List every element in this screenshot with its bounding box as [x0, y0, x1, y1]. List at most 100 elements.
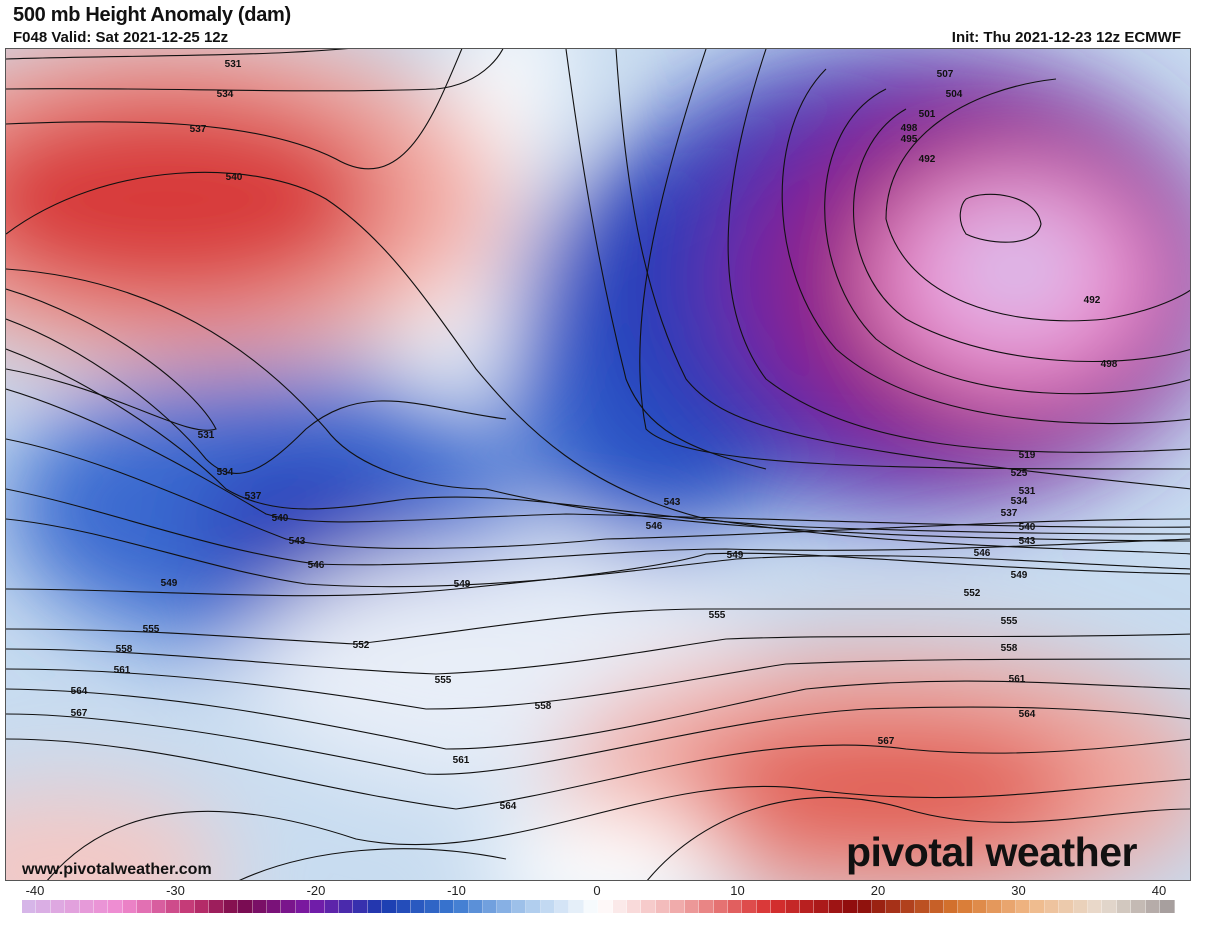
colorbar-swatch	[958, 900, 973, 913]
colorbar-swatch	[713, 900, 728, 913]
colorbar-swatch	[612, 900, 628, 913]
colorbar-swatch	[1016, 900, 1031, 913]
colorbar-swatch	[22, 900, 37, 913]
pivotal-weather-logo: pivotal weather	[846, 829, 1137, 875]
contour-label: 546	[974, 548, 991, 559]
colorbar-tick-label: -30	[166, 883, 185, 898]
colorbar-swatch	[1131, 900, 1146, 913]
contour-label: 546	[646, 521, 663, 532]
colorbar-swatch	[367, 900, 383, 913]
colorbar-swatch	[1160, 900, 1175, 913]
contour-line	[6, 438, 1190, 550]
colorbar-swatch	[338, 900, 354, 913]
contour-label: 549	[1011, 570, 1028, 581]
contour-line	[824, 88, 1190, 395]
contour-label: 555	[143, 624, 160, 635]
colorbar-swatch	[454, 900, 469, 913]
colorbar-swatch	[65, 900, 80, 913]
contour-label: 549	[727, 550, 744, 561]
colorbar-tick-label: 30	[1011, 883, 1026, 898]
colorbar-swatch	[526, 900, 541, 913]
website-url[interactable]: www.pivotalweather.com	[22, 861, 212, 878]
contour-line	[6, 348, 1190, 535]
colorbar-swatch	[814, 900, 829, 913]
contour-label: 549	[454, 579, 471, 590]
colorbar-swatch	[238, 900, 253, 913]
colorbar-swatch	[266, 900, 282, 913]
contour-label: 564	[1019, 709, 1036, 720]
contour-label: 540	[226, 172, 243, 183]
colorbar	[22, 900, 1175, 913]
contour-label: 558	[1001, 643, 1018, 654]
contour-label: 531	[1019, 486, 1036, 497]
contour-line	[6, 658, 1190, 710]
contour-line	[6, 268, 1190, 542]
colorbar-swatch	[655, 900, 671, 913]
contour-line	[959, 193, 1042, 243]
colorbar-swatch	[396, 900, 411, 913]
colorbar-swatch	[886, 900, 901, 913]
contour-label: 564	[71, 686, 88, 697]
contour-label: 495	[901, 134, 918, 145]
colorbar-swatch	[915, 900, 930, 913]
colorbar-swatch	[1059, 900, 1074, 913]
colorbar-swatch	[483, 900, 498, 913]
contour-label: 534	[217, 467, 234, 478]
contour-label: 552	[964, 588, 981, 599]
contour-line	[6, 552, 1190, 597]
colorbar-swatch	[1102, 900, 1117, 913]
map-title: 500 mb Height Anomaly (dam)	[13, 4, 291, 26]
contour-label: 534	[1011, 496, 1028, 507]
colorbar-swatch	[929, 900, 944, 913]
colorbar-swatch	[684, 900, 700, 913]
contour-label: 561	[453, 755, 470, 766]
colorbar-swatch	[843, 900, 858, 913]
contour-label: 534	[217, 89, 234, 100]
colorbar-swatch	[180, 900, 195, 913]
colorbar-swatch	[310, 900, 325, 913]
colorbar-tick-label: -10	[447, 883, 466, 898]
contour-line	[6, 488, 1190, 566]
contour-line	[781, 68, 1190, 425]
colorbar-swatch	[670, 900, 685, 913]
contour-label: 555	[435, 675, 452, 686]
colorbar-swatch	[987, 900, 1002, 913]
colorbar-swatch	[166, 900, 181, 913]
contour-line	[565, 49, 767, 470]
colorbar-tick-label: -20	[306, 883, 326, 898]
contour-label: 540	[1019, 522, 1036, 533]
contour-label: 492	[1084, 295, 1101, 306]
colorbar-swatch	[1030, 900, 1045, 913]
height-contours	[6, 49, 1190, 880]
contour-label: 549	[161, 578, 178, 589]
contour-label: 567	[878, 736, 895, 747]
contour-label: 561	[1009, 674, 1026, 685]
contour-line	[853, 108, 1190, 363]
contour-line	[6, 680, 1190, 750]
colorbar-swatch	[36, 900, 51, 913]
contour-line	[6, 706, 1190, 775]
contour-line	[615, 49, 1190, 490]
contour-label: 531	[225, 59, 242, 70]
colorbar-swatch	[699, 900, 714, 913]
colorbar-swatch	[194, 900, 210, 913]
colorbar-swatch	[50, 900, 66, 913]
colorbar-swatch	[771, 900, 786, 913]
colorbar-swatch	[94, 900, 109, 913]
contour-label: 504	[946, 89, 963, 100]
colorbar-swatch	[627, 900, 642, 913]
contour-label: 507	[937, 69, 954, 80]
contour-line	[6, 318, 507, 474]
colorbar-swatch	[583, 900, 599, 913]
contour-label: 552	[353, 640, 370, 651]
colorbar-swatch	[382, 900, 397, 913]
colorbar-tick-label: 20	[870, 883, 886, 898]
colorbar-swatch	[79, 900, 95, 913]
contour-label: 567	[71, 708, 88, 719]
contour-label: 546	[308, 560, 325, 571]
contour-label: 537	[1001, 508, 1018, 519]
contour-label: 519	[1019, 450, 1036, 461]
contour-label: 501	[919, 109, 936, 120]
